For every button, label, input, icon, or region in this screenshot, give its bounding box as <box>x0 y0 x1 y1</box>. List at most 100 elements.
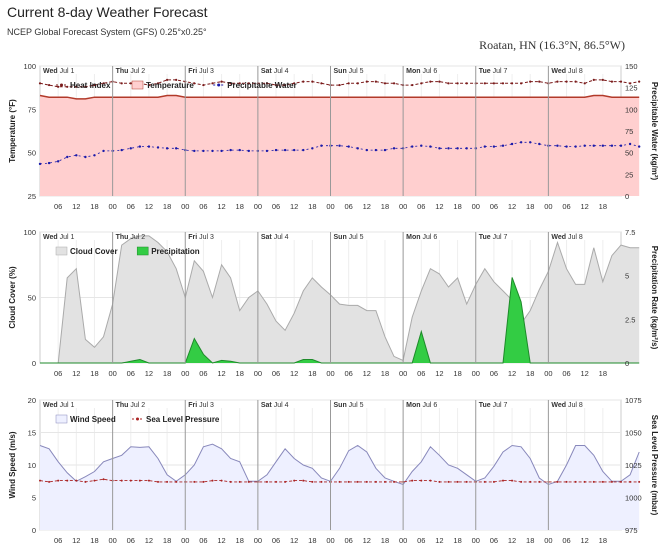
hour-tick-label: 00 <box>544 536 552 545</box>
heat-index-point <box>311 80 314 83</box>
sea-level-pressure-point <box>166 480 169 483</box>
day-of-week: Sun <box>334 68 347 75</box>
y2-tick-label: 1050 <box>625 429 642 438</box>
day-of-week: Wed <box>43 234 58 241</box>
hour-tick-label: 06 <box>490 536 498 545</box>
sea-level-pressure-point <box>583 480 586 483</box>
y2-tick-label: 100 <box>625 105 638 114</box>
heat-index-point <box>510 82 514 85</box>
day-label: Fri Jul 3 <box>188 68 214 75</box>
heat-index-point <box>556 80 559 83</box>
heat-index-point <box>583 82 586 85</box>
y2-tick-label: 75 <box>625 127 633 136</box>
day-label: Thu Jul 2 <box>116 234 146 241</box>
sea-level-pressure-point <box>147 479 150 482</box>
day-date: Jul 5 <box>347 234 364 241</box>
y-axis-title: Cloud Cover (%) <box>8 266 17 329</box>
day-label: Tue Jul 7 <box>479 68 508 75</box>
y-tick-label: 50 <box>28 294 36 303</box>
hour-tick-label: 06 <box>344 536 352 545</box>
y-tick-label: 15 <box>28 429 36 438</box>
precipitable-water-point <box>492 145 496 148</box>
hour-tick-label: 00 <box>181 202 189 211</box>
heat-index-point <box>483 82 486 85</box>
legend-label: Precipitation <box>151 247 200 256</box>
precipitable-water-point <box>456 147 459 150</box>
sea-level-pressure-point <box>247 480 250 483</box>
wind-speed-line <box>39 443 640 486</box>
day-date: Jul 5 <box>347 402 364 409</box>
day-date: Jul 6 <box>421 402 438 409</box>
hour-tick-label: 18 <box>381 536 389 545</box>
heat-index-point <box>465 82 468 85</box>
heat-index-point <box>193 82 196 85</box>
sea-level-pressure-point <box>447 480 450 483</box>
sea-level-pressure-point <box>374 480 377 483</box>
hour-tick-label: 12 <box>290 369 298 378</box>
heat-index-point <box>75 85 78 88</box>
hour-tick-label: 18 <box>526 536 534 545</box>
hour-tick-label: 18 <box>163 202 171 211</box>
hour-tick-label: 18 <box>308 202 316 211</box>
hour-tick-label: 18 <box>599 369 607 378</box>
day-label: Wed Jul 8 <box>551 234 582 241</box>
hour-tick-label: 18 <box>90 202 98 211</box>
heat-index-point <box>574 80 577 83</box>
hour-tick-label: 06 <box>344 369 352 378</box>
hour-tick-label: 00 <box>181 369 189 378</box>
heat-index-point <box>619 80 623 83</box>
heat-index-point <box>456 82 459 85</box>
legend-swatch <box>55 414 68 424</box>
sea-level-pressure-point <box>556 480 559 483</box>
heat-index-point <box>120 82 123 85</box>
day-of-week: Mon <box>406 68 420 75</box>
hour-tick-label: 00 <box>326 202 334 211</box>
hour-tick-label: 18 <box>163 536 171 545</box>
hour-tick-label: 06 <box>272 536 280 545</box>
precipitable-water-point <box>165 147 169 150</box>
heat-index-point <box>374 80 377 83</box>
day-date: Jul 5 <box>347 68 364 75</box>
y2-tick-label: 50 <box>625 149 633 158</box>
day-of-week: Sat <box>261 402 273 409</box>
heat-index-point <box>202 83 205 87</box>
hour-tick-label: 12 <box>217 202 225 211</box>
y2-tick-label: 1075 <box>625 396 642 405</box>
sea-level-pressure-point <box>48 480 51 483</box>
precipitable-water-point <box>93 154 96 157</box>
heat-index-point <box>175 78 178 81</box>
precipitable-water-point <box>220 149 223 153</box>
hour-tick-label: 12 <box>363 536 371 545</box>
legend-label: Sea Level Pressure <box>146 415 220 424</box>
day-of-week: Fri <box>188 402 197 409</box>
day-label: Sat Jul 4 <box>261 234 289 241</box>
heat-index-point <box>57 85 60 88</box>
heat-index-point <box>383 82 387 85</box>
day-date: Jul 7 <box>491 402 508 409</box>
y-tick-label: 10 <box>28 461 36 470</box>
day-of-week: Wed <box>551 234 566 241</box>
sea-level-pressure-point <box>220 479 223 482</box>
heat-index-point <box>447 82 450 85</box>
day-label: Tue Jul 7 <box>479 402 508 409</box>
heat-index-point <box>347 82 350 85</box>
legend-swatch-dot <box>136 417 139 421</box>
y2-tick-label: 150 <box>625 62 638 71</box>
day-date: Jul 8 <box>566 402 583 409</box>
heat-index-point <box>610 80 614 83</box>
hour-tick-label: 18 <box>453 202 461 211</box>
heat-index-point <box>302 80 305 83</box>
day-label: Thu Jul 2 <box>116 402 146 409</box>
sea-level-pressure-point <box>311 480 314 483</box>
hour-tick-label: 18 <box>236 369 244 378</box>
day-date: Jul 3 <box>197 402 214 409</box>
sea-level-pressure-point <box>238 480 241 483</box>
sea-level-pressure-point <box>520 480 523 483</box>
hour-tick-label: 06 <box>490 369 498 378</box>
hour-tick-label: 18 <box>453 369 461 378</box>
heat-index-point <box>420 82 423 85</box>
hour-tick-label: 06 <box>199 202 207 211</box>
precipitable-water-point <box>501 144 505 147</box>
precipitable-water-point <box>356 147 359 150</box>
sea-level-pressure-point <box>202 480 205 483</box>
